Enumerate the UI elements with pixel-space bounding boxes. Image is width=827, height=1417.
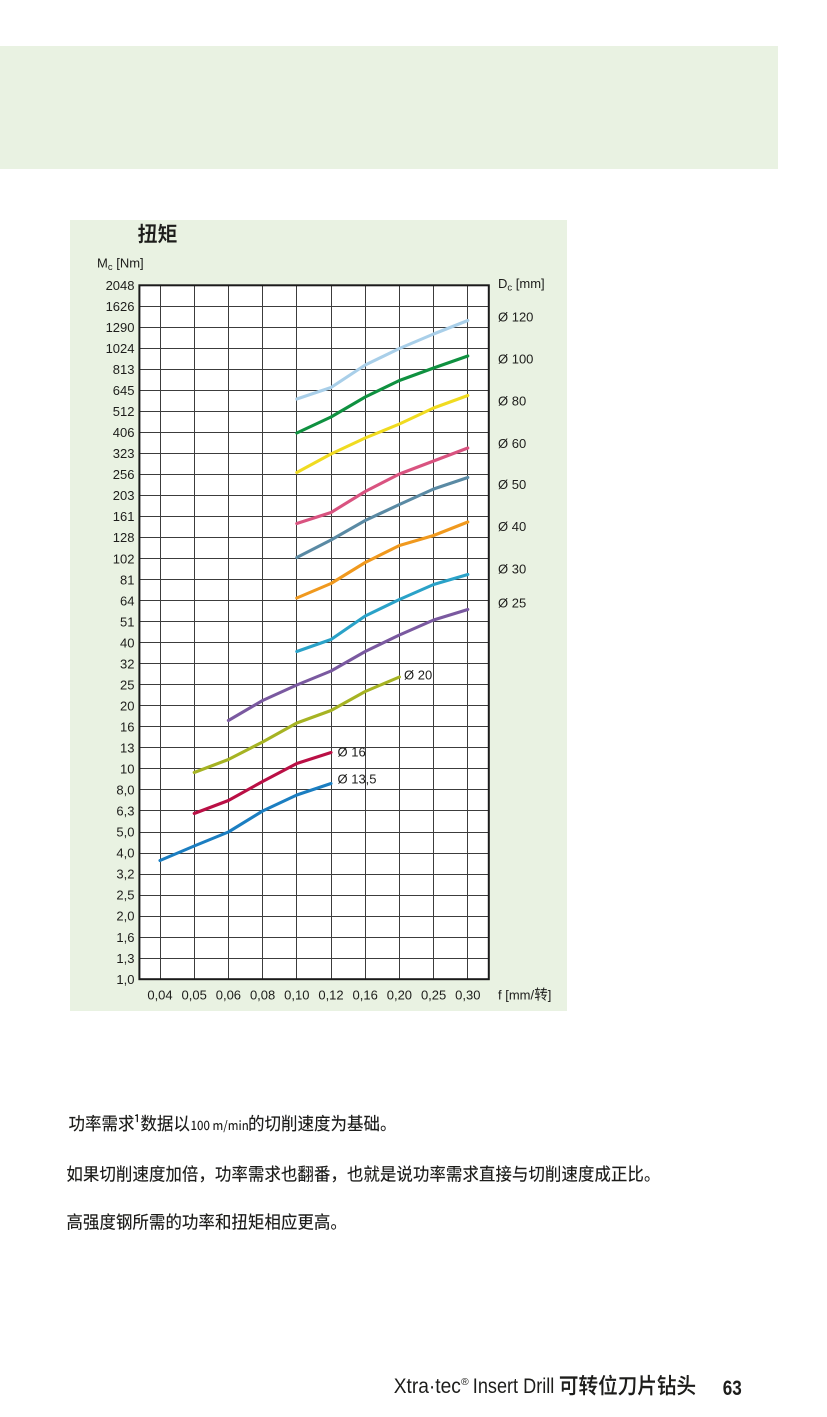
svg-text:63: 63	[723, 1377, 742, 1400]
svg-text:406: 406	[113, 425, 135, 440]
svg-text:0,04: 0,04	[147, 988, 172, 1003]
svg-text:512: 512	[113, 404, 135, 419]
svg-text:102: 102	[113, 551, 135, 566]
svg-text:0,12: 0,12	[318, 988, 343, 1003]
svg-text:2,0: 2,0	[116, 909, 134, 924]
svg-text:645: 645	[113, 383, 135, 398]
svg-text:5,0: 5,0	[116, 825, 134, 840]
svg-text:Ø 100: Ø 100	[498, 351, 533, 366]
svg-text:32: 32	[120, 656, 134, 671]
svg-text:81: 81	[120, 572, 134, 587]
svg-text:3,2: 3,2	[116, 867, 134, 882]
svg-text:Ø 60: Ø 60	[498, 436, 526, 451]
svg-text:Xtra·tec: Xtra·tec	[394, 1375, 461, 1398]
svg-text:16: 16	[120, 719, 134, 734]
svg-text:1626: 1626	[106, 299, 135, 314]
svg-text:10: 10	[120, 762, 134, 777]
svg-text:256: 256	[113, 467, 135, 482]
svg-text:]: ]	[548, 988, 552, 1003]
svg-text:Ø 25: Ø 25	[498, 596, 526, 611]
svg-text:Ø 13,5: Ø 13,5	[338, 772, 377, 787]
svg-text:4,0: 4,0	[116, 846, 134, 861]
svg-text:0,05: 0,05	[182, 988, 207, 1003]
svg-text:0,30: 0,30	[455, 988, 480, 1003]
svg-text:51: 51	[120, 614, 134, 629]
svg-text:0,16: 0,16	[353, 988, 378, 1003]
svg-text:813: 813	[113, 362, 135, 377]
svg-text:Ø 30: Ø 30	[498, 562, 526, 577]
svg-text:1024: 1024	[106, 341, 135, 356]
svg-text:8,0: 8,0	[116, 783, 134, 798]
svg-text:25: 25	[120, 677, 134, 692]
svg-text:64: 64	[120, 593, 134, 608]
svg-text:Ø 40: Ø 40	[498, 519, 526, 534]
svg-text:161: 161	[113, 509, 135, 524]
svg-text:f [mm/: f [mm/	[498, 988, 534, 1003]
svg-text:13: 13	[120, 741, 134, 756]
svg-text:Insert Drill: Insert Drill	[473, 1375, 555, 1398]
svg-text:0,20: 0,20	[387, 988, 412, 1003]
svg-text:Ø 50: Ø 50	[498, 477, 526, 492]
svg-text:Ø 20: Ø 20	[404, 668, 432, 683]
svg-text:40: 40	[120, 635, 134, 650]
svg-text:323: 323	[113, 446, 135, 461]
svg-text:0,25: 0,25	[421, 988, 446, 1003]
svg-text:Dc [mm]: Dc [mm]	[498, 276, 545, 294]
svg-text:2048: 2048	[106, 278, 135, 293]
svg-text:203: 203	[113, 488, 135, 503]
svg-text:128: 128	[113, 530, 135, 545]
svg-text:0,10: 0,10	[284, 988, 309, 1003]
svg-text:Ø 80: Ø 80	[498, 393, 526, 408]
svg-text:Ø 16: Ø 16	[338, 745, 366, 760]
svg-text:6,3: 6,3	[116, 804, 134, 819]
svg-text:2,5: 2,5	[116, 888, 134, 903]
svg-text:®: ®	[461, 1376, 469, 1388]
svg-text:Mc [Nm]: Mc [Nm]	[97, 256, 144, 274]
svg-text:1,0: 1,0	[116, 972, 134, 987]
svg-text:0,08: 0,08	[250, 988, 275, 1003]
svg-text:0,06: 0,06	[216, 988, 241, 1003]
svg-text:Ø 120: Ø 120	[498, 310, 533, 325]
svg-text:20: 20	[120, 698, 134, 713]
svg-text:1,3: 1,3	[116, 951, 134, 966]
svg-text:1290: 1290	[106, 320, 135, 335]
svg-text:1,6: 1,6	[116, 930, 134, 945]
